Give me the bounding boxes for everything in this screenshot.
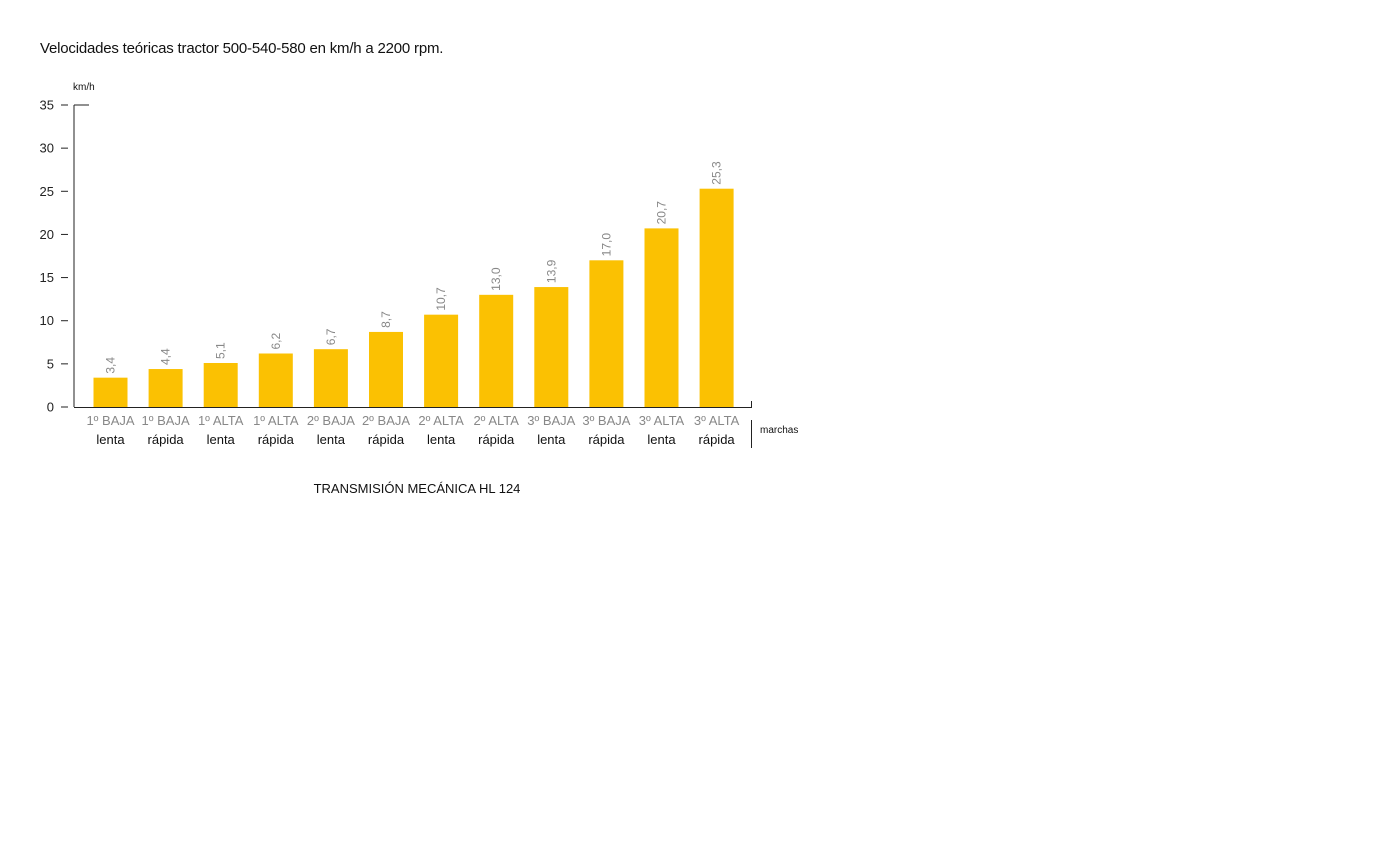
value-label: 17,0	[599, 233, 613, 257]
value-label: 25,3	[710, 161, 724, 185]
bar	[424, 314, 459, 407]
bar	[369, 331, 403, 407]
x-tick-label-gear: 2º BAJA	[362, 413, 410, 428]
chart-axes: 0 5 10 15 20 25 30 35	[40, 98, 752, 448]
y-tick-label: 0	[47, 400, 54, 415]
x-tick-label-range: rápida	[148, 432, 185, 447]
value-label: 4,4	[159, 348, 173, 365]
value-label: 3,4	[104, 357, 118, 374]
x-tick-label-range: lenta	[537, 432, 566, 447]
x-tick-label-range: rápida	[478, 432, 515, 447]
x-tick-label-gear: 1º BAJA	[142, 413, 190, 428]
x-tick-label-range: lenta	[427, 432, 456, 447]
x-tick-label-gear: 3º ALTA	[694, 413, 740, 428]
x-tick-label-gear: 1º ALTA	[253, 413, 299, 428]
y-tick-label: 20	[40, 227, 54, 242]
x-tick-label-range: rápida	[588, 432, 625, 447]
value-label: 20,7	[655, 201, 669, 225]
chart-title: Velocidades teóricas tractor 500-540-580…	[40, 40, 444, 57]
x-tick-label-gear: 1º BAJA	[86, 413, 134, 428]
bar	[148, 369, 183, 407]
x-tick-label-range: lenta	[207, 432, 236, 447]
y-axis-unit-label: km/h	[73, 82, 95, 93]
bar	[589, 260, 624, 407]
value-label: 6,7	[324, 328, 338, 345]
x-tick-label-gear: 2º ALTA	[473, 413, 519, 428]
x-tick-label-range: rápida	[368, 432, 405, 447]
y-tick-label: 10	[40, 313, 54, 328]
bar	[699, 188, 734, 407]
bar	[203, 362, 238, 407]
x-tick-label-gear: 2º BAJA	[307, 413, 355, 428]
bars-group	[93, 188, 734, 407]
bar	[313, 349, 348, 407]
x-tick-label-gear: 3º BAJA	[527, 413, 575, 428]
bar	[258, 353, 293, 407]
value-label: 13,0	[489, 267, 503, 291]
y-tick-label: 25	[40, 184, 54, 199]
x-tick-label-range: lenta	[96, 432, 125, 447]
x-axis-label: marchas	[760, 425, 798, 436]
x-tick-label-gear: 3º BAJA	[582, 413, 630, 428]
x-tick-label-gear: 1º ALTA	[198, 413, 244, 428]
x-tick-label-range: lenta	[317, 432, 346, 447]
x-tick-label-gear: 2º ALTA	[418, 413, 464, 428]
y-tick-label: 30	[40, 141, 54, 156]
y-tick-label: 35	[40, 98, 54, 113]
value-label: 5,1	[214, 342, 228, 359]
bar	[479, 294, 514, 407]
bar	[93, 377, 128, 407]
x-tick-label-range: rápida	[699, 432, 736, 447]
value-label: 13,9	[544, 259, 558, 283]
x-tick-label-range: lenta	[647, 432, 676, 447]
y-tick-label: 5	[47, 356, 54, 371]
x-tick-label-gear: 3º ALTA	[639, 413, 685, 428]
x-tick-label-range: rápida	[258, 432, 295, 447]
labels-group: 3,4 1º BAJA lenta 4,4 1º BAJA rápida 5,1 1º ALT…	[86, 161, 739, 447]
y-tick-label: 15	[40, 270, 54, 285]
value-label: 6,2	[269, 332, 283, 349]
value-label: 10,7	[434, 287, 448, 311]
bar	[644, 228, 679, 407]
value-label: 8,7	[379, 311, 393, 328]
chart-caption: TRANSMISIÓN MECÁNICA HL 124	[314, 481, 521, 496]
bar	[534, 287, 569, 407]
